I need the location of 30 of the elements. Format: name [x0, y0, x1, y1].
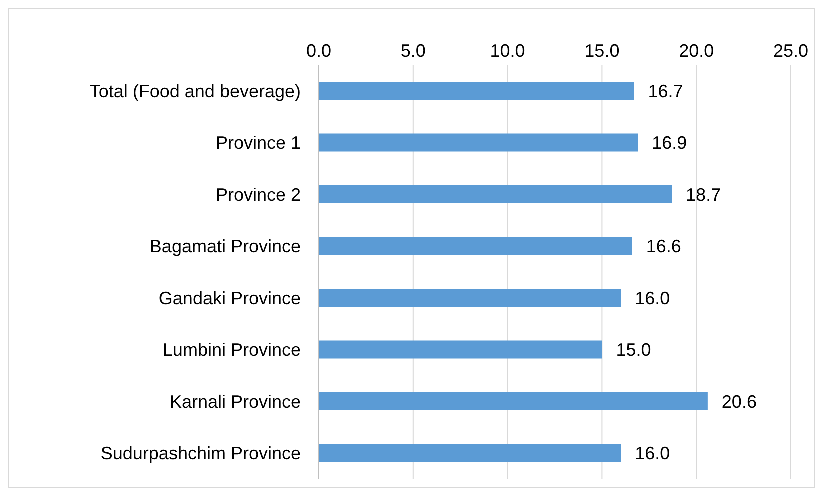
bar: [319, 444, 622, 462]
bar: [319, 289, 622, 307]
data-label: 16.0: [635, 288, 670, 308]
y-tick-label: Sudurpashchim Province: [100, 444, 301, 464]
bar: [319, 392, 708, 410]
x-tick-label: 25.0: [773, 41, 809, 61]
x-tick-label: 20.0: [679, 41, 714, 61]
x-tick-label: 10.0: [490, 41, 526, 61]
data-label: 16.9: [652, 133, 688, 154]
x-tick-label: 15.0: [584, 41, 620, 61]
bar: [319, 134, 638, 152]
data-label: 18.7: [686, 184, 722, 205]
y-tick-label: Lumbini Province: [162, 340, 301, 360]
y-tick-label: Province 2: [216, 184, 301, 205]
y-tick-label: Total (Food and beverage): [90, 81, 301, 102]
y-tick-label: Bagamati Province: [150, 236, 301, 257]
bar: [319, 237, 632, 256]
data-label: 15.0: [616, 340, 652, 360]
bar: [319, 186, 672, 204]
data-label: 16.0: [635, 444, 670, 464]
y-tick-label: Province 1: [216, 133, 301, 154]
data-label: 16.7: [648, 81, 684, 102]
x-tick-label: 0.0: [306, 41, 332, 61]
data-label: 16.6: [646, 236, 682, 257]
x-tick-label: 5.0: [400, 41, 426, 61]
y-tick-label: Gandaki Province: [158, 288, 301, 308]
bar: [319, 82, 634, 100]
data-label: 20.6: [722, 392, 757, 412]
y-tick-label: Karnali Province: [170, 392, 301, 412]
bar: [319, 340, 602, 359]
